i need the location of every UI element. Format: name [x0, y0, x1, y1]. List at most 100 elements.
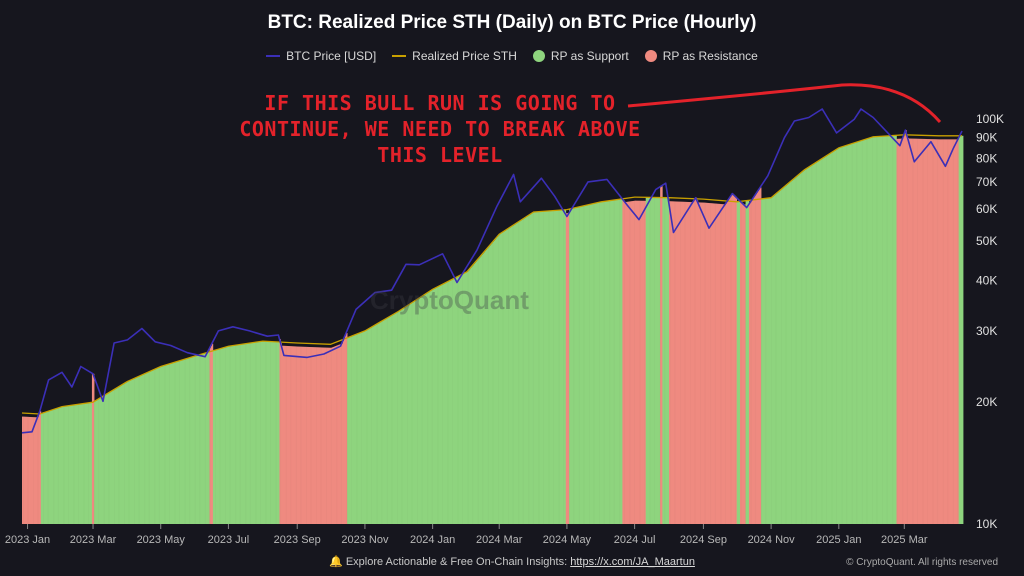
resistance-area: [691, 202, 693, 524]
support-area: [873, 136, 875, 524]
support-area: [403, 307, 406, 524]
resistance-area: [26, 416, 28, 524]
resistance-area: [339, 344, 341, 524]
support-area: [794, 178, 796, 524]
legend-item-realized-price[interactable]: Realized Price STH: [392, 49, 517, 63]
support-area: [602, 201, 604, 524]
resistance-area: [751, 200, 753, 524]
support-area: [99, 398, 102, 524]
support-area: [432, 289, 435, 524]
support-area: [81, 403, 84, 524]
support-area: [483, 252, 486, 524]
support-area: [801, 172, 803, 524]
resistance-area: [327, 347, 329, 524]
footer-link[interactable]: https://x.com/JA_Maartun: [570, 556, 695, 568]
support-area: [63, 406, 65, 524]
resistance-area: [905, 130, 907, 524]
support-area: [271, 341, 274, 524]
support-area: [74, 404, 76, 524]
support-area: [774, 194, 776, 524]
resistance-area: [292, 346, 295, 524]
resistance-area: [311, 347, 314, 524]
resistance-area: [299, 346, 301, 524]
resistance-area: [742, 203, 744, 524]
support-area: [763, 198, 765, 524]
legend-item-btc-price[interactable]: BTC Price [USD]: [266, 49, 376, 63]
support-area: [594, 203, 597, 524]
support-area: [452, 279, 455, 524]
resistance-area: [279, 339, 281, 524]
resistance-area: [317, 347, 319, 524]
support-area: [181, 360, 184, 524]
support-area: [429, 291, 431, 524]
support-area: [470, 267, 472, 524]
resistance-area: [904, 133, 906, 525]
resistance-area: [305, 346, 307, 524]
resistance-area: [702, 202, 704, 524]
support-area: [573, 208, 575, 525]
support-area: [223, 347, 226, 524]
support-area: [419, 297, 421, 524]
resistance-area: [636, 200, 639, 524]
support-area: [603, 201, 605, 524]
support-area: [784, 186, 786, 524]
support-area: [103, 396, 105, 524]
support-area: [265, 341, 267, 524]
support-area: [114, 389, 116, 524]
support-area: [415, 300, 418, 524]
resistance-area: [91, 373, 94, 524]
support-area: [214, 350, 216, 524]
series-lines: [21, 108, 963, 434]
support-area: [562, 209, 564, 524]
x-tick-label: 2023 Nov: [341, 534, 389, 546]
support-area: [665, 197, 668, 524]
support-area: [388, 317, 390, 524]
realized-price-line: [21, 134, 962, 415]
support-area: [56, 408, 58, 524]
legend-item-resistance[interactable]: RP as Resistance: [644, 49, 758, 63]
support-area: [524, 217, 527, 524]
support-area: [139, 375, 142, 524]
support-area: [827, 154, 830, 524]
support-area: [499, 234, 501, 524]
legend-item-support[interactable]: RP as Support: [532, 49, 629, 63]
support-area: [482, 253, 484, 524]
support-area: [838, 147, 841, 525]
resistance-area: [286, 345, 288, 524]
support-area: [272, 341, 275, 524]
support-area: [458, 276, 460, 524]
support-area: [145, 373, 147, 524]
support-area: [520, 220, 522, 524]
resistance-area: [673, 201, 675, 524]
support-area: [257, 341, 259, 524]
support-area: [445, 282, 448, 524]
support-area: [798, 174, 801, 524]
support-area: [60, 406, 63, 524]
resistance-area: [684, 201, 686, 524]
x-tick-label: 2025 Mar: [881, 534, 928, 546]
support-area: [179, 360, 181, 524]
support-area: [226, 346, 228, 524]
y-tick-label: 100K: [976, 112, 1004, 126]
resistance-area: [677, 201, 680, 524]
support-area: [207, 352, 209, 524]
support-area: [514, 224, 517, 524]
support-area: [736, 201, 739, 524]
resistance-area: [686, 201, 689, 524]
support-area: [859, 141, 862, 525]
resistance-area: [33, 417, 35, 524]
support-area: [137, 376, 139, 524]
support-area: [85, 403, 87, 524]
support-area: [853, 143, 855, 525]
support-area: [172, 362, 175, 524]
support-area: [586, 205, 589, 524]
resistance-area: [300, 346, 302, 524]
support-area: [413, 301, 416, 524]
resistance-area: [93, 373, 95, 524]
support-area: [609, 200, 611, 524]
support-area: [766, 198, 769, 524]
support-area: [428, 292, 430, 524]
resistance-area: [730, 196, 732, 524]
support-area: [560, 210, 562, 524]
